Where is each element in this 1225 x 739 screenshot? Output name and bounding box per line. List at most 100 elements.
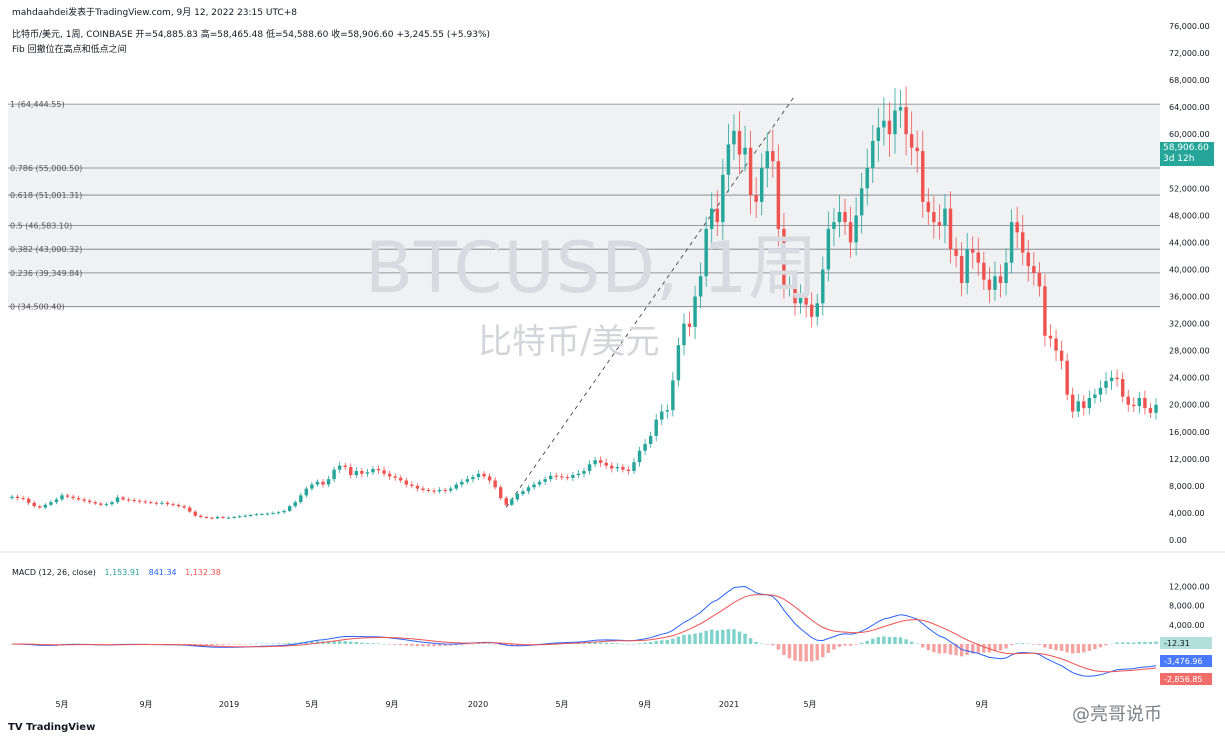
macd-hist-bar (759, 643, 764, 644)
macd-line-value: 841.34 (148, 568, 177, 577)
candle-body (332, 469, 336, 480)
candle-body (865, 168, 869, 189)
macd-signal-value: 1,132.38 (185, 568, 221, 577)
macd-hist-bar (710, 629, 714, 644)
macd-hist-bar (471, 643, 475, 645)
macd-hist-bar (376, 643, 381, 644)
macd-hist-bar (587, 642, 592, 644)
candle-body (160, 502, 164, 504)
candle-body (1020, 232, 1025, 253)
candle-body (771, 151, 775, 162)
macd-hist-bar (915, 643, 919, 645)
candle-body (582, 471, 586, 474)
candle-body (82, 499, 86, 501)
macd-hist-bar (332, 641, 336, 644)
candle-body (998, 276, 1003, 283)
candle-body (260, 513, 264, 515)
macd-hist-bar (371, 643, 375, 644)
candle-body (54, 499, 59, 503)
macd-hist-bar (937, 644, 942, 654)
price-tick-label: 52,000.00 (1169, 184, 1210, 193)
candle-body (765, 151, 769, 169)
candle-body (882, 120, 886, 128)
macd-hist-bar (249, 643, 253, 645)
macd-hist-bar (665, 639, 670, 644)
macd-hist-bar (493, 644, 497, 645)
candle-body (93, 502, 98, 504)
fib-label: 0.786 (55,000.50) (10, 164, 82, 173)
macd-hist-bar (1020, 643, 1025, 644)
macd-hist-bar (843, 644, 847, 646)
macd-hist-bar (482, 643, 486, 645)
price-tick-label: 68,000.00 (1169, 76, 1210, 85)
macd-hist-bar (693, 633, 697, 644)
candles (10, 86, 1158, 520)
candle-body (43, 504, 48, 508)
candle-body (387, 473, 392, 477)
macd-hist-bar (49, 644, 53, 645)
price-tick-label: 40,000.00 (1169, 265, 1210, 274)
macd-hist-bar (415, 644, 420, 647)
candle-body (521, 491, 525, 495)
candle-body (776, 161, 781, 229)
candle-body (1093, 394, 1097, 398)
macd-hist-bar (909, 641, 914, 644)
candle-body (526, 487, 531, 492)
price-tick-label: 0.00 (1169, 536, 1187, 545)
macd-hist-bar (621, 643, 625, 645)
candle-body (232, 517, 236, 519)
candle-body (921, 151, 925, 202)
candle-body (859, 188, 864, 216)
macd-value-badge (1160, 637, 1212, 649)
macd-hist-bar (421, 644, 425, 647)
candle-body (71, 496, 75, 499)
candle-body (510, 499, 514, 505)
macd-line (11, 585, 1157, 677)
macd-hist-bar (832, 644, 836, 650)
candle-body (21, 498, 25, 500)
macd-value-badge-label: -12.31 (1164, 639, 1190, 648)
candle-body (187, 507, 192, 512)
macd-hist-bar (632, 643, 636, 645)
candle-body (221, 517, 225, 519)
candle-body (104, 504, 109, 506)
candle-body (265, 513, 270, 515)
tradingview-logo[interactable]: TV TradingView (8, 722, 96, 733)
candle-body (1009, 222, 1014, 263)
macd-legend: MACD (12, 26, close) 1,153.91 841.34 1,1… (12, 568, 227, 577)
candle-body (410, 484, 414, 486)
candle-body (798, 297, 803, 304)
candle-body (493, 480, 497, 488)
candle-body (815, 303, 819, 317)
candle-body (615, 466, 620, 469)
candle-body (271, 512, 275, 514)
candle-body (648, 435, 653, 444)
candle-body (1015, 222, 1019, 233)
macd-hist-bar (1065, 644, 1069, 653)
macd-hist-bar (510, 644, 514, 646)
macd-hist-bar (921, 644, 925, 648)
macd-hist-bar (193, 644, 197, 645)
candle-body (354, 471, 359, 476)
macd-hist-bar (826, 644, 831, 653)
candle-body (637, 450, 642, 463)
candle-body (809, 304, 814, 317)
macd-hist-bar (848, 644, 853, 646)
macd-hist-bar (821, 644, 825, 658)
candle-body (465, 479, 470, 482)
candle-body (548, 475, 553, 480)
candle-body (626, 469, 631, 472)
candle-body (176, 504, 181, 507)
macd-pane: 12,000.00 8,000.00 4,000.00 -12.31 -3,476.96… (0, 551, 1225, 685)
macd-hist-bar (765, 644, 769, 645)
candle-body (848, 222, 853, 243)
macd-hist-bar (837, 644, 842, 647)
macd-hist-bar (215, 644, 220, 645)
candle-body (1109, 377, 1114, 382)
candle-body (909, 134, 914, 148)
candle-body (399, 477, 403, 481)
candle-body (754, 195, 758, 202)
candle-body (282, 510, 286, 513)
macd-tick-label: 12,000.00 (1169, 582, 1210, 591)
candle-body (565, 477, 570, 479)
